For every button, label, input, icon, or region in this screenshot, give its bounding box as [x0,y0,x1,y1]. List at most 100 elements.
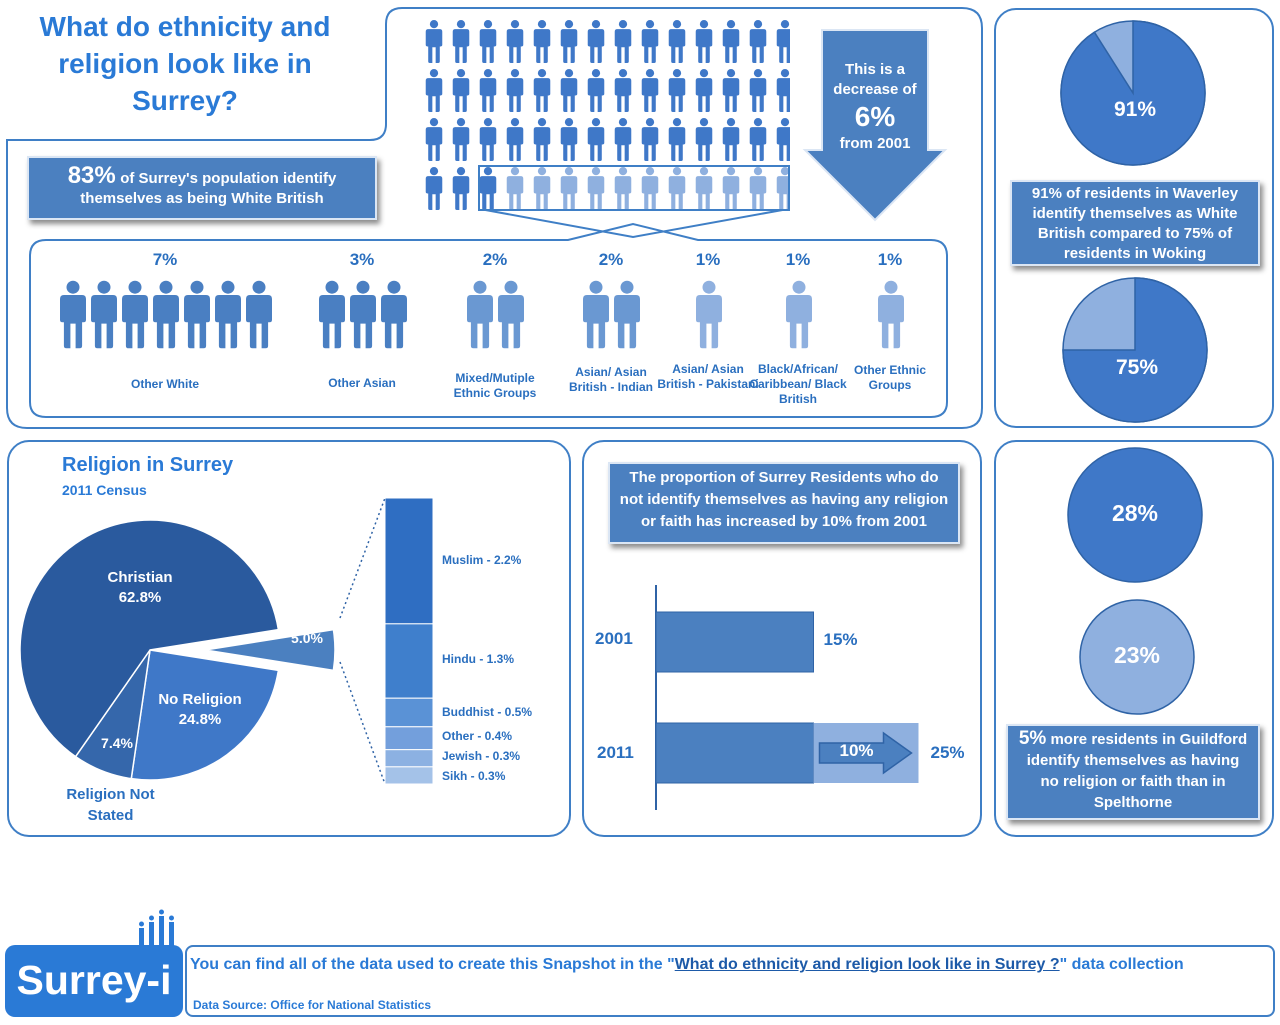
data-collection-link[interactable]: What do ethnicity and religion look like… [674,956,1060,973]
christian-label: Christian 62.8% [107,569,173,606]
highlight-pointer [479,209,789,239]
signal-bars-icon [139,909,174,946]
ethnic-group-label: Asian/ Asian British - Pakistani [657,362,759,391]
ethnic-group-label: Asian/ Asian British - Indian [569,365,653,394]
religion-breakdown-label: Sikh - 0.3% [442,769,506,783]
guildford-circle [1067,447,1203,583]
person-icon [452,20,470,63]
ethnic-group-figures [785,280,812,349]
religion-breakdown-bar [384,497,434,625]
person-icon [614,118,632,161]
person-icon [425,118,443,161]
person-icon [452,118,470,161]
ethnic-group-pct: 7% [152,250,178,269]
connector-line [339,497,386,619]
religion-breakdown-label: Jewish - 0.3% [442,749,521,763]
person-icon [183,280,210,349]
person-icon [245,280,272,349]
person-icon [749,69,767,112]
ethnic-group-figures [467,280,524,349]
person-icon [498,280,524,349]
religion-pie-chart [19,497,434,785]
bar-value-label: 25% [930,743,965,762]
person-icon [560,20,578,63]
religion-breakdown-label: Muslim - 2.2% [442,553,522,567]
ethnic-group-label: Other Ethnic Groups [853,363,926,392]
highlight-box [478,165,790,211]
person-icon [380,280,407,349]
religion-breakdown-bar [384,766,434,785]
no-religion-callout: The proportion of Surrey Residents who d… [608,462,960,544]
person-icon [506,69,524,112]
bar-2001 [655,611,814,673]
person-icon [641,69,659,112]
footer-text: You can find all of the data used to cre… [190,956,1184,973]
footer-box [185,945,1275,1017]
person-icon [452,69,470,112]
connector-line [339,661,386,785]
person-icon [506,118,524,161]
person-icon [152,280,179,349]
no-religion-bar-chart [655,585,919,810]
person-icon [722,118,740,161]
person-icon [425,69,443,112]
religion-title: Religion in Surrey [62,454,234,476]
person-icon [533,20,551,63]
ethnic-group-pct: 1% [785,250,811,269]
white-british-callout: 83% of Surrey's population identify them… [27,156,377,220]
religion-breakdown-bar [384,697,434,728]
person-icon [90,280,117,349]
decrease-arrow-icon [802,29,948,222]
person-icon [587,69,605,112]
ethnic-group-pct: 1% [877,250,903,269]
ethnic-group-pct: 2% [482,250,508,269]
year-label: 2011 [597,743,634,762]
person-icon [614,280,640,349]
person-icon [695,280,722,349]
religion-slice [130,649,280,781]
person-icon [722,69,740,112]
ethnic-group-pct: 2% [598,250,624,269]
waverley-pct: 91% [1113,98,1157,121]
person-icon [59,280,86,349]
person-icon [668,118,686,161]
person-icon [614,20,632,63]
not-stated-pct: 7.4% [101,735,133,751]
person-icon [349,280,376,349]
person-icon [467,280,493,349]
ethnic-group-label: Other White [131,377,199,391]
person-icon [533,69,551,112]
page-title: What do ethnicity and religion look like… [39,11,331,116]
district-ethnicity-callout: 91% of residents in Waverley identify th… [1010,180,1260,266]
religion-breakdown-label: Hindu - 1.3% [442,652,515,666]
person-icon [479,118,497,161]
person-icon [121,280,148,349]
person-icon [722,20,740,63]
person-icon [533,118,551,161]
no-religion-label: No Religion 24.8% [158,691,242,728]
ethnicity-panel-outline [6,7,983,429]
person-icon [560,69,578,112]
person-icon [214,280,241,349]
woking-pie [1062,277,1208,423]
person-icon [749,20,767,63]
person-icon [614,69,632,112]
person-icon [587,118,605,161]
person-icon [877,280,904,349]
person-icon [749,118,767,161]
religion-slice [19,519,280,758]
spelthorne-pct: 23% [1113,642,1161,668]
ethnic-group-label: Other Asian [328,376,396,390]
ethnic-group-figures [583,280,640,349]
person-icon [583,280,609,349]
decrease-text: This is a decrease of 6% from 2001 [833,61,917,152]
religion-breakdown-label: Other - 0.4% [442,729,513,743]
ethnic-group-figures [318,280,407,349]
person-icon [695,20,713,63]
person-icon [318,280,345,349]
increase-label: 10% [839,741,874,760]
ethnic-group-figures [59,280,272,349]
religion-breakdown-bar [384,749,434,768]
person-icon [641,20,659,63]
person-icon [776,20,790,63]
